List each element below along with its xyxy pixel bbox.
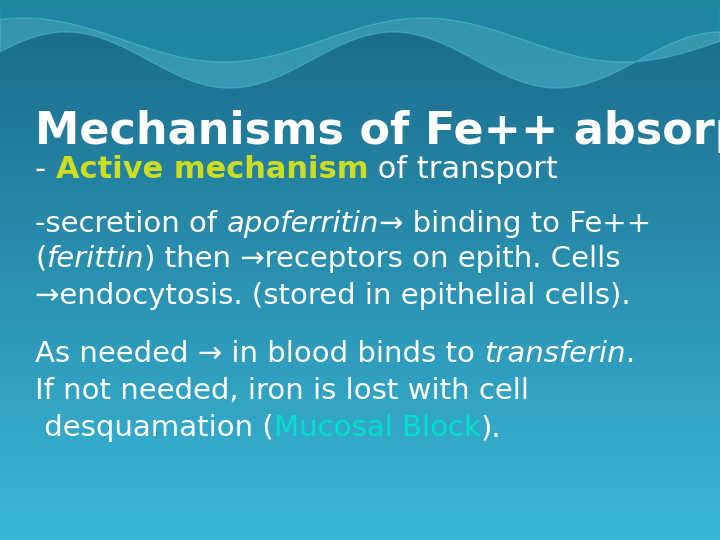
Text: Mucosal Block: Mucosal Block bbox=[274, 414, 481, 442]
Text: desquamation (: desquamation ( bbox=[35, 414, 274, 442]
Text: .: . bbox=[626, 340, 635, 368]
Text: Active mechanism: Active mechanism bbox=[55, 155, 368, 184]
Text: -secretion of: -secretion of bbox=[35, 210, 226, 238]
Text: →endocytosis. (stored in epithelial cells).: →endocytosis. (stored in epithelial cell… bbox=[35, 282, 631, 310]
Text: of transport: of transport bbox=[368, 155, 558, 184]
Text: ).: ). bbox=[481, 414, 501, 442]
Text: ferittin: ferittin bbox=[46, 245, 144, 273]
Text: If not needed, iron is lost with cell: If not needed, iron is lost with cell bbox=[35, 377, 529, 405]
Text: apoferritin: apoferritin bbox=[226, 210, 379, 238]
Text: ) then →receptors on epith. Cells: ) then →receptors on epith. Cells bbox=[144, 245, 621, 273]
Text: Mechanisms of Fe++ absorption: Mechanisms of Fe++ absorption bbox=[35, 110, 720, 153]
Text: -: - bbox=[35, 155, 55, 184]
Text: transferin: transferin bbox=[484, 340, 626, 368]
Text: → binding to Fe++: → binding to Fe++ bbox=[379, 210, 651, 238]
Text: As needed → in blood binds to: As needed → in blood binds to bbox=[35, 340, 484, 368]
Text: (: ( bbox=[35, 245, 46, 273]
